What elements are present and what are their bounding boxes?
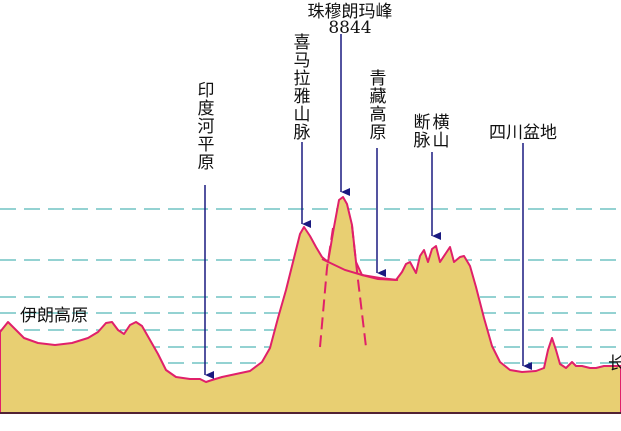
- tibet-plateau-label: 青藏高原: [370, 69, 387, 143]
- everest-name-label: 珠穆朗玛峰: [308, 2, 393, 22]
- terrain-profile: [0, 196, 621, 414]
- himalaya-label: 喜马拉雅山脉: [294, 33, 311, 143]
- plateau-surface-line: [321, 258, 399, 281]
- yangtze-partial-label: 长: [608, 354, 621, 374]
- everest-height-label: 8844: [328, 18, 371, 38]
- iran-plateau-label: 伊朗高原: [20, 306, 88, 326]
- sichuan-basin-label: 四川盆地: [489, 123, 557, 143]
- everest-dashed-flank-right: [351, 225, 367, 348]
- everest-dashed-flank-left: [319, 227, 334, 348]
- hengduan-label: 断脉 横山: [414, 113, 450, 151]
- indus-plain-label: 印度河平原: [198, 81, 215, 173]
- hengduan-label-col2: 横山: [433, 113, 450, 151]
- hengduan-label-col1: 断脉: [414, 113, 431, 151]
